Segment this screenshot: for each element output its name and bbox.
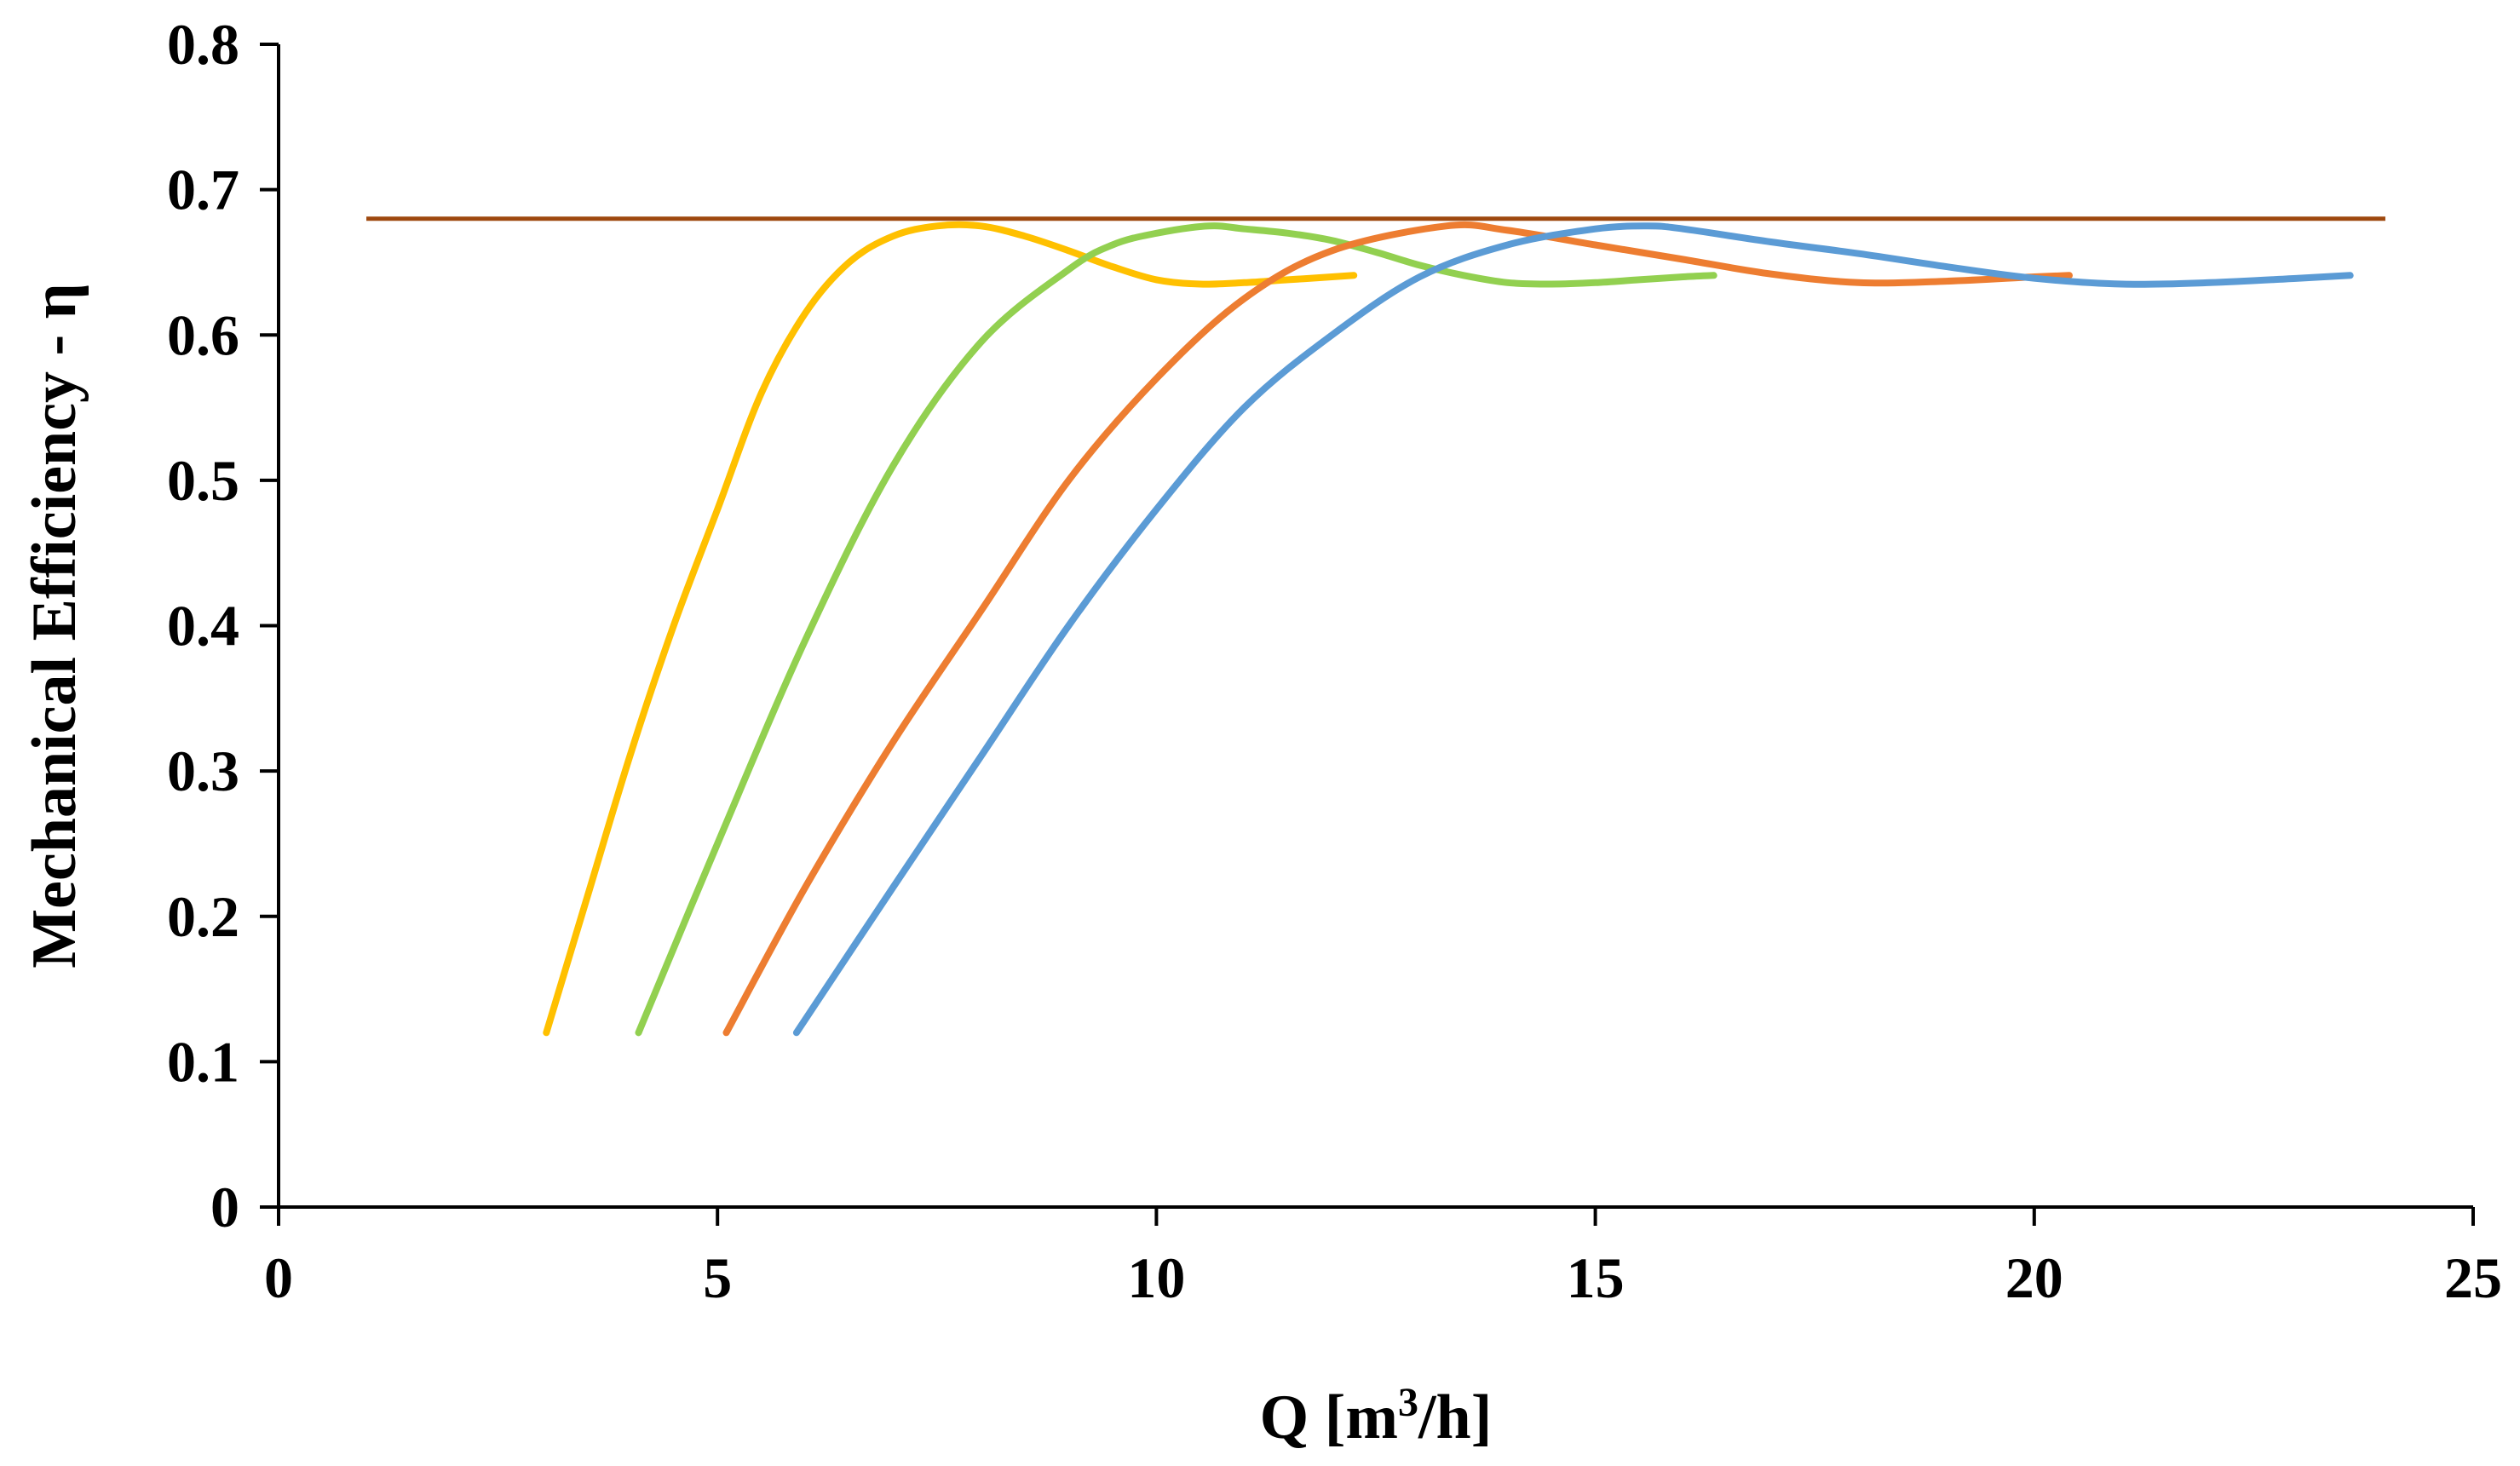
y-tick-label: 0.3: [167, 739, 239, 803]
y-tick-label: 0.4: [167, 594, 239, 658]
x-axis-title-superscript: 3: [1398, 1380, 1418, 1425]
series-line-yellow: [543, 221, 1358, 1037]
y-axis-title: Mechanical Efficiency - η: [20, 283, 89, 968]
series-line-orange: [722, 221, 2073, 1037]
series-line-blue: [792, 222, 2354, 1037]
series-line-green: [635, 222, 1717, 1037]
y-tick-label: 0.7: [167, 158, 239, 222]
x-tick-label: 20: [2005, 1245, 2063, 1310]
y-tick-label: 0.8: [167, 12, 239, 77]
x-tick-label: 25: [2444, 1245, 2502, 1310]
x-tick-label: 15: [1567, 1245, 1625, 1310]
y-tick-label: 0.1: [167, 1029, 239, 1094]
x-axis-title-suffix: /h]: [1418, 1383, 1492, 1452]
x-tick-label: 0: [264, 1245, 293, 1310]
y-tick-label: 0.2: [167, 884, 239, 949]
y-tick-label: 0.5: [167, 448, 239, 513]
x-tick-label: 10: [1127, 1245, 1185, 1310]
x-axis-title-main: Q [m: [1260, 1383, 1398, 1452]
y-tick-label: 0.6: [167, 302, 239, 367]
x-axis-title: Q [m3/h]: [1260, 1380, 1493, 1453]
series-layer: [366, 216, 2385, 1037]
x-tick-label: 5: [703, 1245, 732, 1310]
ticks-layer: 0 0.1 0.2 0.3 0.4 0.5 0.6 0.7 0.8 0 5 10 15 20 25: [167, 12, 2502, 1310]
y-tick-label: 0: [210, 1175, 239, 1239]
